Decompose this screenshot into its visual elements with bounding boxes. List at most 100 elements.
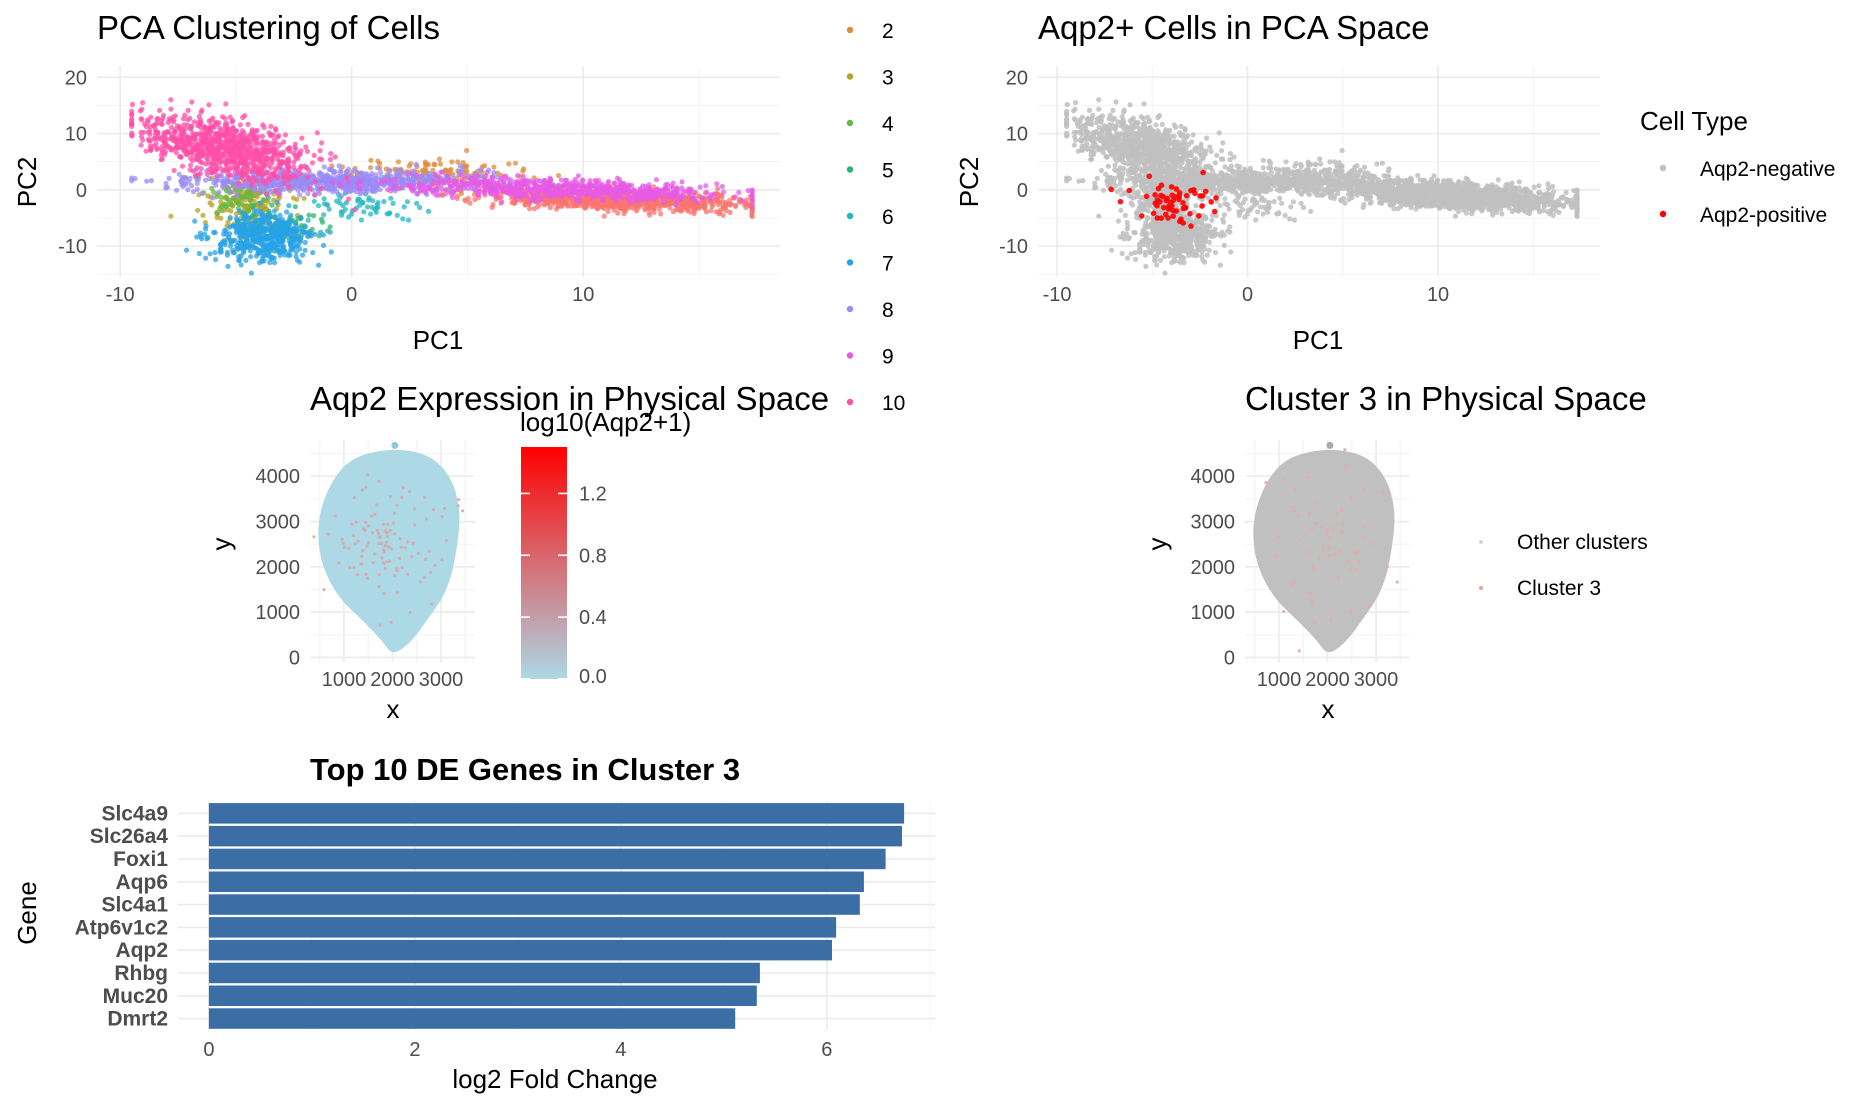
pca-point	[213, 256, 219, 263]
pca-point	[394, 212, 400, 218]
pca-point	[699, 195, 705, 201]
pca-point	[233, 215, 240, 221]
pca-point	[481, 190, 487, 196]
pca-point	[302, 247, 308, 253]
pca-point	[400, 176, 407, 182]
pca-point	[241, 177, 247, 183]
pca-point	[667, 205, 673, 211]
pca-point	[337, 175, 343, 181]
pca-point	[536, 188, 542, 194]
pca-point	[565, 186, 571, 192]
pca-point	[239, 225, 245, 231]
pca-point	[711, 191, 717, 197]
pca-point	[650, 204, 656, 210]
pca-point	[312, 178, 318, 184]
pca-point	[260, 139, 266, 145]
pca-point	[194, 180, 200, 186]
pca-point	[258, 228, 264, 234]
pca-point	[155, 136, 161, 142]
pca-point	[177, 154, 183, 160]
pca-point	[616, 177, 623, 183]
pca-point	[679, 185, 685, 191]
pca-point	[446, 178, 452, 184]
pca-point	[148, 114, 154, 120]
pca-point	[306, 212, 312, 218]
pca-point	[247, 191, 253, 197]
pca-point	[337, 200, 343, 206]
pca-point	[251, 163, 257, 170]
pca-point	[679, 179, 685, 185]
pca-point	[733, 203, 739, 209]
pca-point	[318, 185, 324, 192]
pca-point	[321, 164, 327, 170]
pca-point	[651, 191, 657, 197]
pca-point	[515, 192, 521, 198]
pca-point	[155, 129, 161, 136]
pca-point	[563, 198, 569, 204]
pca-point	[487, 180, 493, 186]
pca-point	[388, 195, 394, 201]
pca-aqp2-point	[1476, 205, 1482, 211]
pca-point	[203, 223, 209, 229]
pca-aqp2-point	[1499, 211, 1505, 217]
pca-point	[684, 204, 690, 210]
pca-point	[172, 129, 178, 135]
legend-item-label: 10	[882, 392, 905, 415]
pca-point	[565, 203, 571, 209]
pca-point	[228, 134, 234, 140]
pca-point	[215, 152, 221, 158]
pca-point	[163, 185, 169, 191]
pca-point	[254, 140, 260, 146]
pca-point	[204, 131, 210, 137]
pca-point	[374, 165, 381, 171]
pca-point	[545, 201, 551, 207]
pca-point	[327, 229, 333, 235]
pca-point	[251, 220, 257, 226]
pca-point	[499, 199, 505, 205]
pca-point	[227, 215, 233, 221]
pca-point	[282, 132, 289, 138]
pca-point	[243, 160, 249, 166]
pca-point	[503, 189, 510, 195]
pca-point	[515, 173, 521, 179]
pca-point	[144, 178, 150, 184]
pca-point	[272, 243, 279, 249]
pca-point	[436, 174, 442, 180]
pca-point	[373, 180, 379, 187]
pca-point	[276, 192, 282, 198]
pca-point	[542, 177, 548, 183]
pca-point	[421, 187, 427, 193]
pca-point	[426, 186, 433, 192]
pca-point	[715, 185, 721, 192]
pca-point	[338, 193, 345, 199]
pca-point	[320, 242, 327, 248]
pca-point	[551, 182, 557, 188]
pca-point	[258, 151, 264, 157]
pca-point	[326, 166, 332, 172]
pca-point	[272, 231, 278, 237]
pca-point	[580, 177, 586, 183]
pca-point	[244, 235, 250, 241]
pca-point	[265, 169, 271, 176]
pca-point	[610, 204, 616, 210]
pca-point	[251, 208, 258, 214]
pca-point	[154, 121, 160, 127]
panel-pca-aqp2: Aqp2+ Cells in PCA Space -10 0 10 -1001020…	[954, 9, 1835, 355]
pca-point	[295, 187, 301, 193]
pca-point	[158, 156, 164, 163]
pca-point	[292, 204, 298, 210]
pca-point	[215, 177, 221, 183]
pca-point	[298, 182, 304, 188]
pca-point	[257, 222, 263, 228]
pca-point	[673, 207, 679, 213]
pca-point	[275, 175, 281, 181]
pca-point	[261, 246, 267, 253]
pca-point	[212, 250, 218, 256]
pca-point	[305, 174, 311, 180]
pca-point	[461, 174, 467, 180]
pca-point	[281, 174, 287, 180]
pca-aqp2-point	[1391, 206, 1397, 212]
pca-point	[185, 187, 191, 193]
pca-point	[234, 192, 240, 198]
pca-point	[271, 223, 277, 229]
